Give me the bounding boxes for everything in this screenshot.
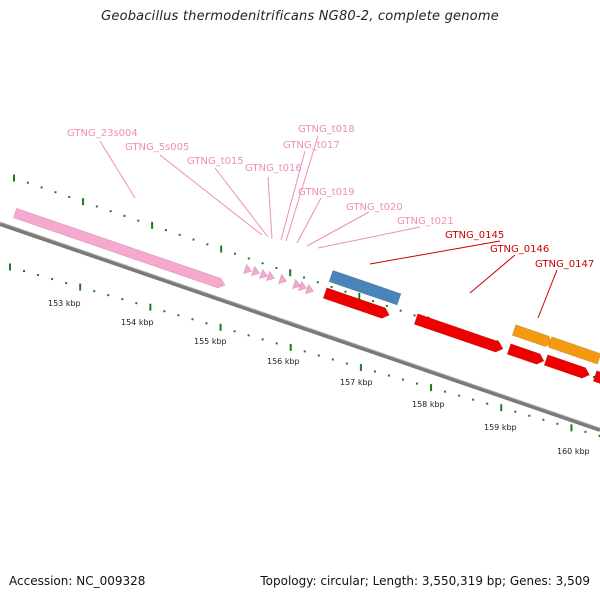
rna-callout-line xyxy=(99,140,136,199)
cds-gtng-0145-arrow[interactable] xyxy=(322,287,391,320)
scale-label-153: 153 kbp xyxy=(48,299,81,308)
trna-arrow[interactable] xyxy=(250,265,261,278)
cds-gtng-0146-arrow[interactable] xyxy=(413,313,505,354)
genome-backbone-highlight xyxy=(0,221,600,429)
scale-label-160: 160 kbp xyxy=(557,447,590,456)
rrna-23s-arrow[interactable] xyxy=(12,207,226,290)
trna-arrow[interactable] xyxy=(242,263,253,276)
topology-text: Topology: circular; Length: 3,550,319 bp… xyxy=(260,574,590,588)
trna-arrow[interactable] xyxy=(291,278,302,291)
rna-callout-line xyxy=(317,226,421,249)
rna-callout-line xyxy=(267,176,273,240)
rna-callout-line xyxy=(285,135,319,242)
gene-label-gtng-0145[interactable]: GTNG_0145 xyxy=(445,230,504,241)
scale-label-155: 155 kbp xyxy=(194,337,227,346)
rna-callout-line xyxy=(296,197,322,244)
cds-callout-line xyxy=(469,254,516,294)
scale-label-156: 156 kbp xyxy=(267,357,300,366)
gene-label-gtng-t018[interactable]: GTNG_t018 xyxy=(298,124,355,135)
scale-labels: 153 kbp 154 kbp 155 kbp 156 kbp 157 kbp … xyxy=(48,299,590,456)
label-callout-lines xyxy=(99,135,558,319)
genome-title: Geobacillus thermodenitrificans NG80-2, … xyxy=(101,9,499,24)
trna-arrow[interactable] xyxy=(258,268,269,281)
feature-track xyxy=(12,207,600,386)
cds-callout-line xyxy=(369,240,501,265)
scale-label-159: 159 kbp xyxy=(484,423,517,432)
cds-blue-block[interactable] xyxy=(328,269,402,306)
genome-backbone xyxy=(0,222,600,432)
gene-label-gtng-t016[interactable]: GTNG_t016 xyxy=(245,163,302,174)
trna-arrow[interactable] xyxy=(304,283,315,296)
rna-labels: GTNG_23s004 GTNG_5s005 GTNG_t015 GTNG_t0… xyxy=(67,124,454,227)
gene-label-gtng-23s004[interactable]: GTNG_23s004 xyxy=(67,128,138,139)
gene-label-gtng-t019[interactable]: GTNG_t019 xyxy=(298,187,355,198)
scale-label-154: 154 kbp xyxy=(121,318,154,327)
rna-callout-line xyxy=(159,154,263,236)
gene-label-gtng-t020[interactable]: GTNG_t020 xyxy=(346,202,403,213)
inner-tick-track xyxy=(9,263,600,437)
cds-callout-line xyxy=(537,269,558,319)
outer-tick-track xyxy=(13,174,596,378)
gene-label-gtng-5s005[interactable]: GTNG_5s005 xyxy=(125,142,189,153)
rna-callout-line xyxy=(306,211,370,247)
cds-red-arrow[interactable] xyxy=(592,370,600,386)
cds-gtng-0147-arrow[interactable] xyxy=(511,324,553,348)
gene-label-gtng-0147[interactable]: GTNG_0147 xyxy=(535,259,594,270)
gene-label-gtng-0146[interactable]: GTNG_0146 xyxy=(490,244,549,255)
gene-label-gtng-t015[interactable]: GTNG_t015 xyxy=(187,156,244,167)
scale-label-157: 157 kbp xyxy=(340,378,373,387)
accession-text: Accession: NC_009328 xyxy=(9,574,146,588)
gene-label-gtng-t021[interactable]: GTNG_t021 xyxy=(397,216,454,227)
gene-label-gtng-t017[interactable]: GTNG_t017 xyxy=(283,140,340,151)
rna-callout-line xyxy=(214,167,269,238)
cds-red-arrow[interactable] xyxy=(506,343,546,366)
trna-arrow[interactable] xyxy=(265,270,276,283)
scale-label-158: 158 kbp xyxy=(412,400,445,409)
trna-arrow[interactable] xyxy=(277,273,288,286)
cds-orange-arrow[interactable] xyxy=(547,336,600,365)
rna-callout-line xyxy=(280,150,306,241)
cds-labels: GTNG_0145 GTNG_0146 GTNG_0147 xyxy=(445,230,594,270)
cds-red-arrow[interactable] xyxy=(543,354,591,380)
trna-arrow[interactable] xyxy=(297,280,308,293)
